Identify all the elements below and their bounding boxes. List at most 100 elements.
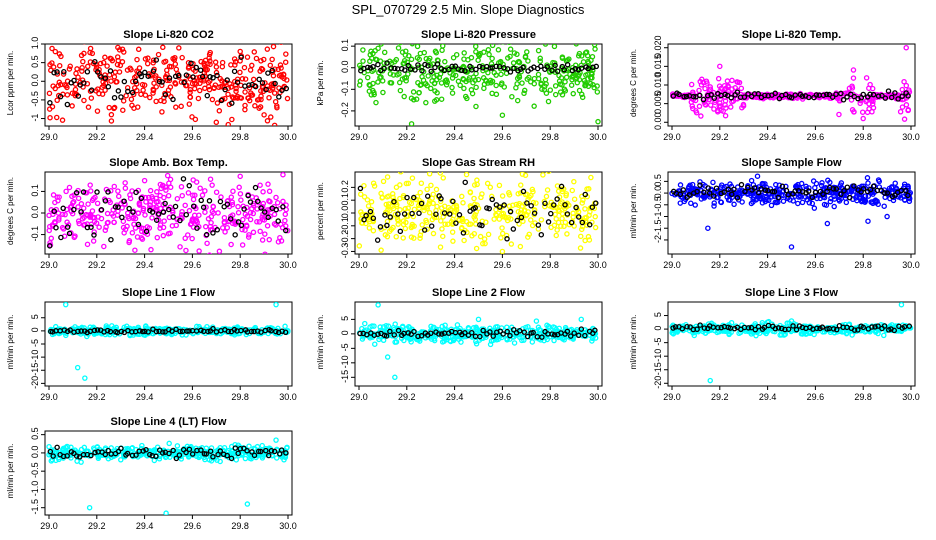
data-point (49, 103, 56, 110)
data-point (442, 58, 448, 65)
data-point (140, 207, 146, 214)
data-point (538, 217, 545, 223)
data-point (357, 191, 364, 197)
data-point (535, 47, 542, 54)
data-point (189, 235, 195, 242)
reference-point (265, 452, 272, 459)
data-point (449, 84, 455, 91)
reference-point (544, 64, 551, 70)
reference-point (906, 323, 913, 329)
reference-point (246, 82, 252, 88)
reference-point (530, 329, 536, 336)
reference-point (516, 328, 523, 334)
x-tick-label: 29.0 (350, 392, 368, 402)
reference-point (549, 67, 555, 74)
reference-point (190, 203, 197, 209)
data-point (578, 62, 584, 69)
outlier-point (384, 354, 391, 360)
reference-point (280, 204, 286, 210)
data-point (242, 227, 248, 233)
reference-point (207, 74, 213, 80)
x-tick-label: 29.8 (854, 392, 872, 402)
reference-point (78, 328, 84, 334)
y-tick-label: 0.5 (653, 174, 663, 187)
reference-point (711, 95, 718, 101)
reference-point (189, 451, 196, 457)
data-point (718, 199, 724, 205)
data-point (136, 202, 143, 208)
data-point (166, 180, 172, 187)
data-point (518, 68, 525, 75)
y-tick-label: 0.0 (30, 446, 40, 459)
chart-panel-3: Slope Li-820 Temp.29.0 29.2 29.4 29.6 29.8 30… (629, 29, 920, 142)
outlier-point (244, 501, 251, 507)
reference-point (436, 331, 442, 337)
data-point (892, 180, 898, 186)
data-point (229, 201, 236, 208)
data-point (524, 212, 530, 218)
data-point (56, 217, 62, 223)
data-point (242, 76, 249, 82)
data-point (418, 81, 424, 88)
reference-point (198, 327, 204, 334)
data-point (191, 85, 198, 92)
x-tick-label: 30.0 (902, 260, 920, 270)
data-point (142, 194, 149, 201)
data-point (241, 64, 248, 71)
data-point (405, 71, 411, 77)
data-point (584, 186, 590, 192)
reference-point (217, 198, 224, 205)
reference-point (875, 323, 881, 329)
data-point (266, 94, 272, 101)
data-point (259, 455, 266, 461)
data-point (472, 44, 479, 50)
data-point (557, 89, 564, 95)
data-point (790, 198, 797, 204)
reference-point (493, 63, 499, 70)
data-point (514, 75, 521, 82)
reference-point (228, 455, 235, 462)
reference-point (713, 185, 720, 191)
data-point (461, 85, 467, 92)
data-point (395, 221, 401, 227)
data-point (723, 85, 729, 92)
data-point (233, 457, 240, 463)
data-point (514, 97, 521, 104)
data-point (150, 60, 156, 66)
reference-point (271, 448, 278, 455)
data-point (417, 189, 423, 196)
y-tick-label: 0.5 (30, 427, 40, 440)
data-point (762, 198, 769, 205)
outlier-point (261, 112, 267, 118)
data-point (76, 220, 82, 227)
data-point (254, 97, 261, 103)
data-point (233, 88, 239, 95)
data-point (404, 39, 408, 43)
data-point (868, 199, 874, 205)
reference-point (851, 327, 858, 333)
data-point (591, 44, 598, 48)
data-point (196, 212, 202, 218)
data-point (688, 200, 694, 207)
reference-point (428, 223, 435, 229)
data-point (439, 44, 446, 49)
reference-point (833, 186, 840, 192)
data-point (508, 241, 515, 247)
data-point (221, 214, 228, 221)
data-point (526, 74, 532, 81)
reference-point (138, 195, 145, 202)
data-point (46, 223, 53, 230)
data-point (485, 47, 492, 53)
data-point (473, 103, 479, 110)
data-point (280, 198, 286, 205)
reference-point (115, 88, 122, 94)
data-point (114, 79, 120, 85)
data-point (594, 89, 601, 95)
data-point (901, 116, 908, 122)
reference-point (480, 327, 486, 334)
data-point (165, 230, 172, 237)
data-point (799, 331, 806, 337)
data-point (394, 214, 401, 220)
data-point (521, 337, 527, 343)
